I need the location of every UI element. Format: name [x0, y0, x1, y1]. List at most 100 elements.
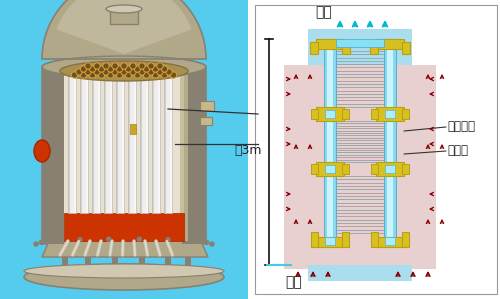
Ellipse shape	[24, 264, 224, 278]
Bar	[316, 237, 344, 247]
Circle shape	[34, 242, 38, 246]
Bar	[324, 49, 336, 237]
Bar	[325, 237, 335, 245]
Wedge shape	[56, 0, 192, 54]
Bar	[134, 65, 136, 213]
Bar	[74, 65, 76, 213]
Text: 原液: 原液	[285, 275, 302, 289]
Circle shape	[100, 73, 103, 77]
Circle shape	[118, 67, 122, 71]
Bar	[85, 249, 91, 277]
Bar	[64, 213, 184, 241]
Bar	[308, 265, 412, 281]
Bar	[165, 249, 171, 277]
Circle shape	[167, 70, 171, 74]
Circle shape	[118, 73, 122, 77]
Text: 約3m: 約3m	[234, 144, 262, 158]
Bar	[128, 65, 136, 213]
Bar	[387, 49, 393, 237]
Circle shape	[86, 70, 90, 74]
Bar	[152, 65, 160, 213]
Bar	[128, 65, 130, 213]
Circle shape	[78, 238, 82, 242]
Bar	[385, 165, 395, 173]
Bar	[308, 29, 412, 65]
Bar	[200, 101, 214, 111]
Circle shape	[154, 67, 158, 71]
Bar	[68, 65, 70, 213]
Bar	[316, 162, 344, 176]
Bar	[342, 164, 349, 174]
Bar	[158, 65, 160, 213]
Bar	[185, 249, 191, 277]
Bar	[139, 249, 145, 277]
Circle shape	[136, 67, 140, 71]
Bar	[62, 249, 68, 277]
Circle shape	[158, 64, 162, 68]
Ellipse shape	[24, 264, 224, 290]
Circle shape	[95, 70, 99, 74]
Bar	[98, 65, 100, 213]
Circle shape	[113, 64, 117, 68]
Bar	[140, 65, 148, 213]
Bar	[376, 39, 404, 49]
Bar	[284, 65, 436, 269]
Bar	[402, 42, 410, 54]
Circle shape	[131, 70, 135, 74]
Bar	[180, 73, 188, 241]
Bar	[112, 249, 118, 277]
Bar	[130, 124, 136, 134]
Circle shape	[190, 239, 194, 243]
Bar	[371, 164, 378, 174]
Polygon shape	[42, 239, 208, 257]
Bar	[200, 117, 212, 125]
Circle shape	[104, 64, 108, 68]
Circle shape	[82, 67, 86, 71]
Bar	[152, 65, 154, 213]
Circle shape	[154, 73, 158, 77]
Circle shape	[131, 64, 135, 68]
Bar	[325, 165, 335, 173]
Circle shape	[122, 64, 126, 68]
Bar	[370, 42, 378, 54]
Bar	[164, 65, 166, 213]
Circle shape	[172, 73, 175, 77]
Bar	[140, 65, 142, 213]
Circle shape	[72, 73, 76, 77]
Circle shape	[144, 73, 148, 77]
Bar	[110, 65, 112, 213]
Circle shape	[162, 67, 166, 71]
Circle shape	[210, 242, 214, 246]
Circle shape	[149, 70, 153, 74]
Bar	[92, 65, 100, 213]
Bar	[116, 65, 124, 213]
Bar	[385, 237, 395, 245]
Circle shape	[106, 237, 110, 241]
Bar	[64, 73, 184, 241]
Bar	[104, 65, 112, 213]
Wedge shape	[42, 0, 206, 59]
Circle shape	[144, 67, 148, 71]
Bar	[384, 49, 396, 237]
Bar	[402, 164, 409, 174]
Circle shape	[136, 73, 140, 77]
Circle shape	[86, 64, 90, 68]
Bar	[92, 65, 94, 213]
Text: 中空糸膜: 中空糸膜	[447, 120, 475, 133]
Bar	[110, 10, 138, 24]
Bar	[255, 5, 497, 294]
Bar	[122, 65, 124, 213]
Circle shape	[158, 70, 162, 74]
Bar	[311, 109, 318, 119]
Circle shape	[138, 237, 141, 241]
Bar	[68, 65, 76, 213]
Circle shape	[140, 64, 144, 68]
Ellipse shape	[42, 56, 206, 78]
Circle shape	[108, 67, 112, 71]
Bar	[146, 65, 148, 213]
Bar	[170, 65, 172, 213]
Bar	[371, 232, 378, 247]
Circle shape	[40, 240, 44, 244]
Circle shape	[126, 73, 130, 77]
Bar	[376, 107, 404, 121]
